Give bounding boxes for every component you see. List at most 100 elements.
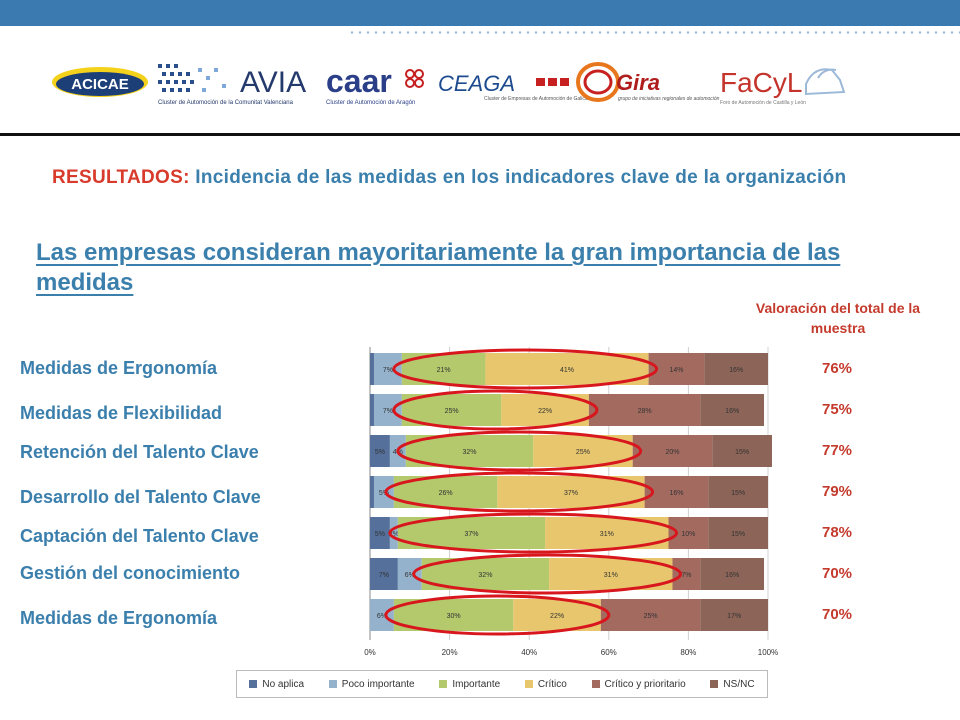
bar-segment [704,353,768,385]
subtitle-lead: RESULTADOS: [52,167,190,188]
legend-swatch [710,680,719,688]
gira-text: Gira [616,70,660,95]
bar-segment [370,517,390,549]
bar-data-label: 22% [538,408,552,415]
legend-item: Poco importante [328,678,415,690]
bar-data-label: 17% [727,613,741,620]
legend-item: Crítico [524,679,567,690]
bar-data-label: 15% [731,490,745,497]
legend-label: Importante [452,678,501,690]
bar-segment [405,435,534,467]
partner-logos: ACICAE AVIA Cluster de Automoción de la … [52,62,846,106]
row-total-value: 75% [822,401,853,418]
bar-data-label: 15% [731,531,745,538]
x-tick-label: 100% [758,648,778,657]
highlight-ellipse [392,389,599,431]
bar-data-label: 16% [725,572,739,579]
dotted-divider [348,31,960,34]
caar-text: caar [326,63,392,99]
caar-subtext: Cluster de Automoción de Aragón [326,100,415,106]
bar-data-label: 20% [665,449,679,456]
bar-data-label: 7% [383,408,393,415]
row-label: Retención del Talento Clave [20,442,259,462]
subtitle-text: Incidencia de las medidas en los indicad… [189,167,847,188]
bar-segment [700,599,768,631]
bar-data-label: 37% [564,490,578,497]
legend-swatch [439,680,448,688]
row-total-value: 78% [822,524,853,541]
bar-segment [370,435,390,467]
facyl-text: FaCyL [720,67,802,98]
page-headline: Las empresas consideran mayoritariamente… [36,239,841,296]
bar-data-label: 2% [389,531,399,538]
top-banner [0,0,960,26]
bar-data-label: 10% [681,531,695,538]
avia-text: AVIA [240,66,306,99]
legend-swatch [328,680,337,688]
bar-data-label: 25% [576,449,590,456]
bar-data-label: 16% [729,367,743,374]
bar-segment [485,353,649,385]
valuation-header: Valoración del total de la muestra [755,300,921,336]
bar-segment [644,476,709,508]
bar-data-label: 25% [445,408,459,415]
bar-data-label: 5% [379,490,389,497]
highlight-ellipse [384,471,655,513]
legend-label: Poco importante [341,678,415,690]
bar-data-label: 31% [600,531,614,538]
bar-data-label: 5% [375,449,385,456]
bar-segment [373,353,402,385]
bar-data-label: 30% [447,613,461,620]
legend-swatch [591,680,600,688]
highlight-ellipse [392,348,659,390]
acicae-text: ACICAE [71,76,129,93]
row-total-value: 77% [822,442,853,459]
row-label: Medidas de Ergonomía [20,608,218,628]
row-label: Medidas de Ergonomía [20,358,218,378]
bar-data-label: 16% [725,408,739,415]
legend-item: No aplica [249,679,304,690]
legend-swatch [524,680,533,688]
row-label: Desarrollo del Talento Clave [20,487,261,507]
bar-data-label: 5% [375,531,385,538]
avia-subtext: Cluster de Automoción de la Comunitat Va… [158,100,294,106]
bar-segment [373,394,402,426]
legend-label: NS/NC [723,678,755,690]
bar-segment [393,599,514,631]
bar-data-label: 41% [560,367,574,374]
bar-segment [600,599,701,631]
bar-data-label: 32% [462,449,476,456]
row-total-value: 70% [822,606,853,623]
legend-item: NS/NC [710,678,755,690]
gira-logo: Gira grupo de iniciativas regionales de … [576,62,720,102]
legend-label: No aplica [262,678,305,690]
bar-data-label: 28% [638,408,652,415]
row-total-value: 76% [822,360,853,377]
header-divider [0,133,960,136]
x-tick-label: 40% [521,648,537,657]
bar-segment [712,435,772,467]
bar-segment [370,599,394,631]
bar-data-label: 31% [604,572,618,579]
bar-segment [370,394,374,426]
bar-data-label: 7% [379,572,389,579]
bar-segment [497,476,645,508]
ceaga-text: CEAGA [438,71,515,96]
x-tick-label: 20% [442,648,458,657]
row-total-value: 79% [822,483,853,500]
row-label: Captación del Talento Clave [20,526,259,546]
bar-segment [588,394,701,426]
bar-data-label: 26% [439,490,453,497]
bar-data-label: 37% [464,531,478,538]
bar-data-label: 6% [377,613,387,620]
bar-data-label: 21% [437,367,451,374]
avia-logo: AVIA Cluster de Automoción de la Comunit… [158,64,306,106]
section-subtitle: RESULTADOS: Incidencia de las medidas en… [52,164,912,191]
row-total-value: 70% [822,565,853,582]
bar-data-label: 15% [735,449,749,456]
bar-segment [632,435,713,467]
facyl-logo: FaCyL Foro de Automoción de Castilla y L… [720,67,846,106]
bar-segment [700,558,765,590]
highlight-ellipse [412,553,682,595]
bar-segment [700,394,765,426]
